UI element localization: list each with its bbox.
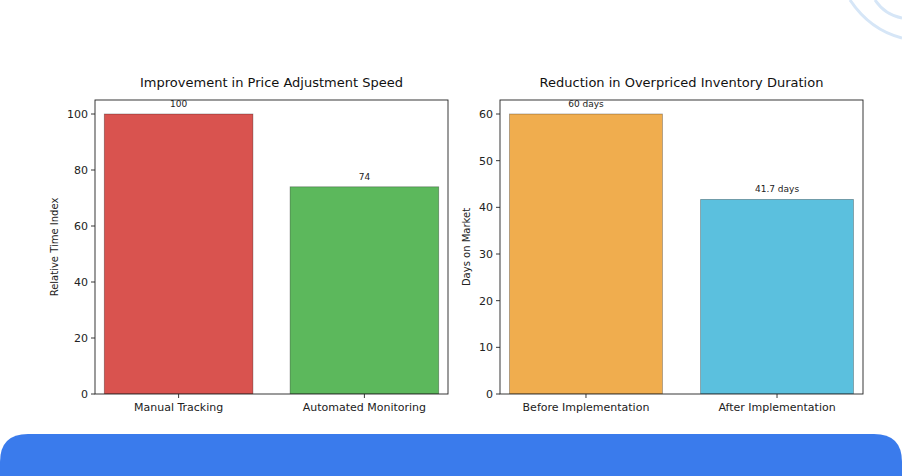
plot-frame	[500, 100, 863, 394]
y-tick-label: 20	[74, 332, 88, 345]
bar	[701, 199, 854, 394]
data-label: 74	[359, 172, 371, 182]
y-tick	[496, 254, 500, 255]
y-tick	[91, 226, 95, 227]
y-tick-label: 20	[479, 295, 493, 308]
bar	[510, 114, 663, 394]
bar	[104, 114, 253, 394]
x-tick	[777, 394, 778, 398]
decoration-line	[850, 0, 902, 38]
x-tick-label: Automated Monitoring	[303, 401, 426, 414]
canvas: 020406080100Relative Time IndexManual Tr…	[0, 0, 902, 476]
bars	[104, 114, 438, 394]
y-tick	[496, 160, 500, 161]
x-tick	[364, 394, 365, 398]
y-tick	[496, 207, 500, 208]
data-label: 100	[170, 99, 187, 109]
y-tick-label: 50	[479, 155, 493, 168]
y-tick	[496, 394, 500, 395]
chart-title: Improvement in Price Adjustment Speed	[140, 75, 403, 90]
bars	[510, 114, 854, 394]
y-tick	[91, 170, 95, 171]
data-label: 60 days	[568, 99, 604, 109]
banner	[0, 434, 902, 476]
plot-frame	[95, 100, 448, 394]
y-tick-label: 80	[74, 164, 88, 177]
data-label: 41.7 days	[755, 184, 799, 194]
y-tick-label: 60	[74, 220, 88, 233]
y-tick-label: 0	[486, 388, 493, 401]
panel: 0 10 20 30 40 50 60 Days on Market Before Implem…	[461, 75, 863, 414]
y-axis-title: Days on Market	[461, 208, 472, 286]
x-tick	[585, 394, 586, 398]
y-tick-label: 40	[74, 276, 88, 289]
bar	[290, 187, 439, 394]
x-tick-label: Before Implementation	[523, 401, 650, 414]
decoration	[850, 0, 902, 38]
y-axis-title: Relative Time Index	[49, 198, 60, 297]
decoration-line	[875, 0, 902, 18]
y-tick	[91, 114, 95, 115]
y-tick-label: 40	[479, 201, 493, 214]
y-tick-label: 10	[479, 341, 493, 354]
y-tick-label: 60	[479, 108, 493, 121]
x-tick	[178, 394, 179, 398]
y-tick-label: 30	[479, 248, 493, 261]
y-tick	[91, 282, 95, 283]
y-tick	[91, 338, 95, 339]
y-tick	[91, 394, 95, 395]
x-tick-label: After Implementation	[718, 401, 835, 414]
y-tick	[496, 347, 500, 348]
x-tick-label: Manual Tracking	[134, 401, 223, 414]
chart-title: Reduction in Overpriced Inventory Durati…	[540, 75, 824, 90]
y-tick	[496, 114, 500, 115]
panel: 0 20 40 60 80 100 Relative Time Index Manual Tr…	[49, 75, 448, 414]
y-tick-label: 0	[81, 388, 88, 401]
y-tick-label: 100	[67, 108, 88, 121]
y-tick	[496, 300, 500, 301]
